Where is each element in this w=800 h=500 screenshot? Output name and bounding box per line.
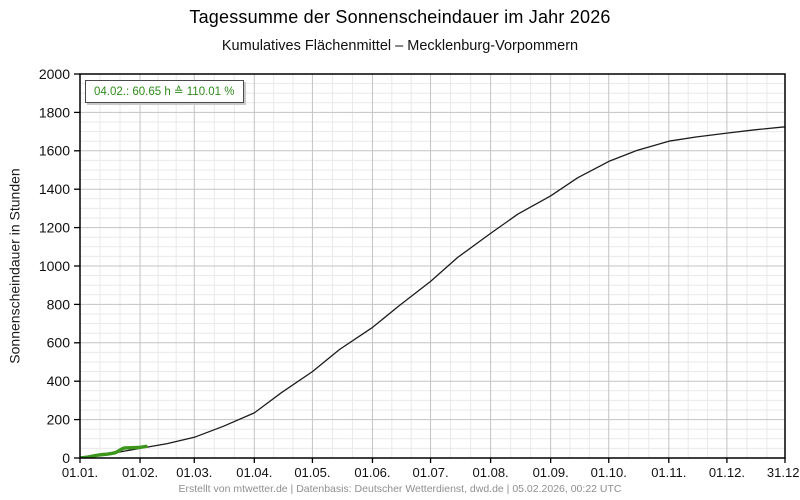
actual_2026_cumulative-line bbox=[80, 444, 148, 458]
x-tick-label: 31.12. bbox=[767, 465, 800, 480]
x-tick-label: 01.06. bbox=[354, 465, 390, 480]
x-tick-label: 01.12. bbox=[709, 465, 745, 480]
x-tick-label: 01.10. bbox=[591, 465, 627, 480]
y-tick-label: 1800 bbox=[39, 104, 70, 120]
chart-title: Tagessumme der Sonnenscheindauer im Jahr… bbox=[189, 7, 611, 27]
y-tick-label: 1000 bbox=[39, 258, 70, 274]
reference_mean_cumulative-line bbox=[80, 126, 785, 458]
annotation-box: 04.02.: 60.65 h ≙ 110.01 % bbox=[85, 80, 244, 103]
y-tick-label: 800 bbox=[47, 296, 71, 312]
y-tick-label: 400 bbox=[47, 373, 71, 389]
y-tick-label: 1400 bbox=[39, 181, 70, 197]
x-tick-label: 01.04. bbox=[236, 465, 272, 480]
chart-subtitle: Kumulatives Flächenmittel – Mecklenburg-… bbox=[221, 38, 579, 54]
footer-credit: Erstellt von mtwetter.de | Datenbasis: D… bbox=[178, 483, 622, 495]
x-tick-label: 01.09. bbox=[533, 465, 569, 480]
series-lines bbox=[80, 126, 785, 458]
x-tick-label: 01.02. bbox=[122, 465, 158, 480]
y-tick-label: 200 bbox=[47, 412, 71, 428]
y-tick-label: 600 bbox=[47, 335, 71, 351]
y-tick-label: 0 bbox=[62, 450, 70, 466]
x-tick-label: 01.07. bbox=[412, 465, 448, 480]
x-tick-label: 01.08. bbox=[473, 465, 509, 480]
y-tick-label: 1600 bbox=[39, 143, 70, 159]
x-tick-label: 01.11. bbox=[651, 465, 686, 480]
x-tick-label: 01.03. bbox=[176, 465, 212, 480]
y-tick-label: 2000 bbox=[39, 66, 70, 82]
annotation-text: 04.02.: 60.65 h ≙ 110.01 % bbox=[94, 86, 235, 98]
y-tick-label: 1200 bbox=[39, 220, 70, 236]
x-tick-label: 01.05. bbox=[294, 465, 330, 480]
x-tick-label: 01.01. bbox=[62, 465, 98, 480]
y-axis-ticks: 0 200 400 600 800 1000 1200 1400 1600 1800 2000 bbox=[39, 66, 80, 466]
x-axis-ticks: 01.01. 01.02. 01.03. 01.04. 01.05. 01.06. 01.0… bbox=[62, 458, 800, 480]
grid-major bbox=[80, 74, 785, 458]
